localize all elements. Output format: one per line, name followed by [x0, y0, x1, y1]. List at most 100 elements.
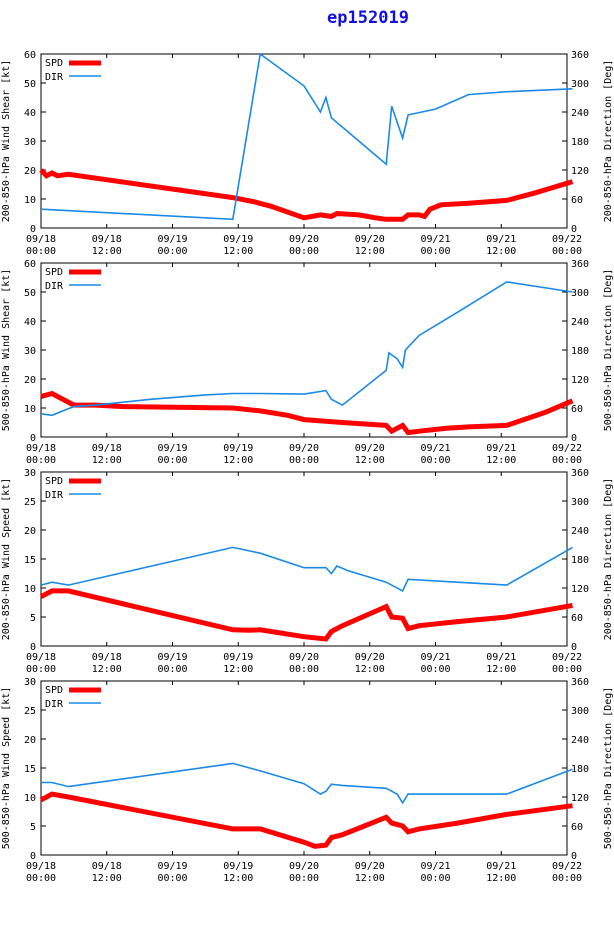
y2-axis-label: 500-850-hPa Direction [Deg] — [603, 269, 614, 432]
y2-tick-label: 180 — [571, 137, 589, 148]
y2-tick-label: 180 — [571, 764, 589, 775]
y-tick-label: 10 — [24, 793, 36, 804]
x-tick-label: 12:00 — [355, 873, 385, 884]
y-tick-label: 20 — [24, 526, 36, 537]
x-tick-label: 09/21 — [486, 652, 516, 663]
y-tick-label: 50 — [24, 79, 36, 90]
y2-tick-label: 240 — [571, 108, 589, 119]
y-tick-label: 60 — [24, 50, 36, 61]
y-tick-label: 40 — [24, 317, 36, 328]
y-tick-label: 30 — [24, 468, 36, 479]
x-tick-label: 00:00 — [420, 246, 450, 257]
x-tick-label: 09/19 — [157, 443, 187, 454]
x-tick-label: 09/20 — [289, 861, 319, 872]
x-tick-label: 09/22 — [552, 443, 582, 454]
x-tick-label: 12:00 — [92, 873, 122, 884]
x-tick-label: 00:00 — [552, 664, 582, 675]
x-tick-label: 09/20 — [289, 443, 319, 454]
y2-tick-label: 180 — [571, 346, 589, 357]
y-tick-label: 20 — [24, 375, 36, 386]
x-tick-label: 09/22 — [552, 861, 582, 872]
x-tick-label: 09/20 — [289, 652, 319, 663]
y2-tick-label: 240 — [571, 317, 589, 328]
y2-tick-label: 0 — [571, 433, 577, 444]
x-tick-label: 09/21 — [486, 443, 516, 454]
x-tick-label: 12:00 — [223, 873, 253, 884]
spd-series-line — [39, 588, 573, 642]
x-tick-label: 00:00 — [552, 246, 582, 257]
legend-dir-label: DIR — [45, 699, 64, 710]
y2-axis-label: 500-850-hPa Direction [Deg] — [603, 687, 614, 850]
x-tick-label: 09/20 — [355, 652, 385, 663]
y2-tick-label: 360 — [571, 50, 589, 61]
y2-tick-label: 60 — [571, 195, 583, 206]
y2-tick-label: 120 — [571, 375, 589, 386]
spd-series-line — [39, 791, 573, 849]
x-tick-label: 12:00 — [223, 664, 253, 675]
plot-frame-2 — [40, 262, 568, 438]
x-tick-label: 00:00 — [157, 246, 187, 257]
y-tick-label: 30 — [24, 346, 36, 357]
y-axis-label: 200-850-hPa Wind Speed [kt] — [1, 478, 12, 641]
x-tick-label: 09/21 — [486, 234, 516, 245]
x-tick-label: 00:00 — [289, 664, 319, 675]
y2-tick-label: 60 — [571, 613, 583, 624]
spd-series-line — [39, 168, 574, 222]
page-title: ep152019 — [327, 8, 409, 28]
x-tick-label: 00:00 — [26, 664, 56, 675]
dir-series-line — [40, 52, 573, 221]
y2-tick-label: 180 — [571, 555, 589, 566]
x-tick-label: 09/20 — [355, 443, 385, 454]
legend-dir-label: DIR — [45, 72, 64, 83]
y-tick-label: 10 — [24, 584, 36, 595]
x-tick-label: 09/18 — [92, 234, 122, 245]
y2-tick-label: 300 — [571, 79, 589, 90]
y2-tick-label: 360 — [571, 468, 589, 479]
dir-series-line — [40, 546, 573, 592]
y2-axis-label: 200-850-hPa Direction [Deg] — [603, 478, 614, 641]
x-tick-label: 00:00 — [420, 455, 450, 466]
x-tick-label: 00:00 — [26, 246, 56, 257]
x-tick-label: 12:00 — [486, 455, 516, 466]
x-tick-label: 00:00 — [26, 873, 56, 884]
x-tick-label: 09/18 — [26, 861, 56, 872]
x-tick-label: 09/18 — [92, 861, 122, 872]
legend-dir-label: DIR — [45, 490, 64, 501]
x-tick-label: 00:00 — [157, 873, 187, 884]
x-tick-label: 09/19 — [157, 652, 187, 663]
y-tick-label: 10 — [24, 404, 36, 415]
y-tick-label: 20 — [24, 735, 36, 746]
y-tick-label: 0 — [30, 851, 36, 862]
x-tick-label: 09/18 — [92, 652, 122, 663]
x-tick-label: 00:00 — [26, 455, 56, 466]
x-tick-label: 12:00 — [92, 455, 122, 466]
x-tick-label: 09/21 — [420, 234, 450, 245]
y-tick-label: 25 — [24, 706, 36, 717]
x-tick-label: 12:00 — [486, 873, 516, 884]
dir-series-line — [41, 762, 573, 805]
x-tick-label: 00:00 — [289, 873, 319, 884]
x-tick-label: 12:00 — [355, 246, 385, 257]
x-tick-label: 12:00 — [92, 664, 122, 675]
y2-tick-label: 60 — [571, 822, 583, 833]
x-tick-label: 00:00 — [289, 455, 319, 466]
x-tick-label: 09/21 — [420, 443, 450, 454]
x-tick-label: 09/22 — [552, 652, 582, 663]
y2-tick-label: 300 — [571, 706, 589, 717]
spd-series-line — [40, 390, 574, 436]
y-tick-label: 60 — [24, 259, 36, 270]
x-tick-label: 09/20 — [355, 234, 385, 245]
y2-tick-label: 120 — [571, 166, 589, 177]
x-tick-label: 00:00 — [552, 455, 582, 466]
x-tick-label: 00:00 — [420, 664, 450, 675]
y2-tick-label: 240 — [571, 526, 589, 537]
plot-frame-4 — [40, 680, 568, 856]
y2-tick-label: 120 — [571, 584, 589, 595]
y2-tick-label: 0 — [571, 224, 577, 235]
x-tick-label: 00:00 — [552, 873, 582, 884]
x-tick-label: 09/19 — [157, 861, 187, 872]
y-tick-label: 25 — [24, 497, 36, 508]
y-tick-label: 40 — [24, 108, 36, 119]
y2-tick-label: 300 — [571, 288, 589, 299]
